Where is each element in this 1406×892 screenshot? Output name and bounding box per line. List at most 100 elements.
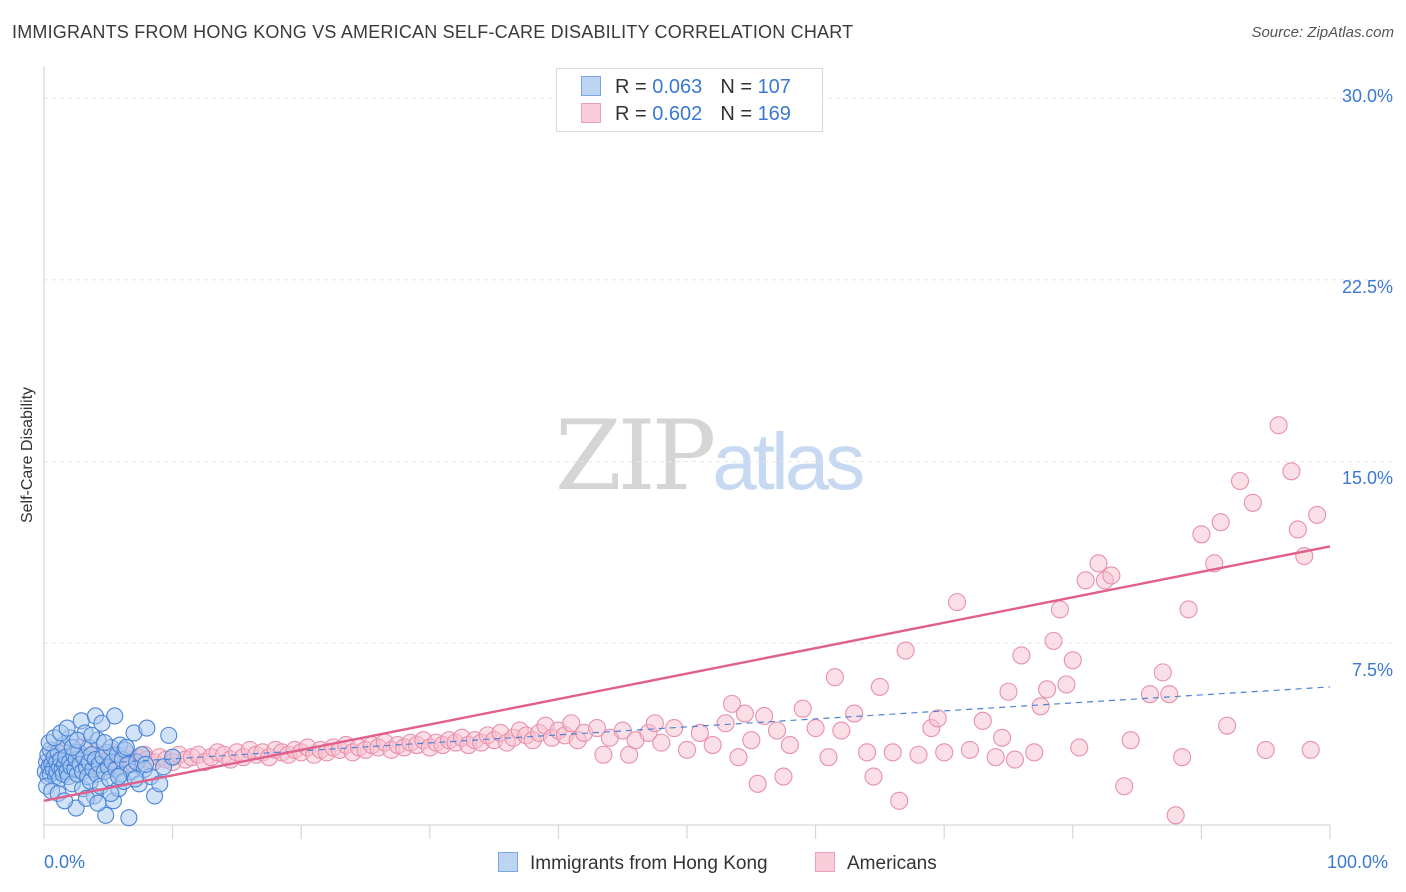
americans-point-140: [973, 711, 992, 730]
americans-point-96: [562, 714, 581, 733]
americans-point-147: [1031, 697, 1050, 716]
americans-point-154: [1076, 571, 1095, 590]
americans-point-134: [909, 745, 928, 764]
americans-point-166: [1192, 525, 1211, 544]
r-value: 0.602: [652, 103, 703, 125]
americans-point-149: [1044, 631, 1063, 650]
hong-kong-point-99: [89, 794, 107, 812]
hong-kong-point-105: [137, 755, 155, 773]
americans-point-128: [857, 743, 877, 762]
americans-point-127: [845, 704, 864, 723]
americans-point-132: [890, 791, 909, 810]
americans-point-153: [1070, 738, 1089, 757]
americans-point-175: [1288, 520, 1307, 539]
americans-point-141: [986, 748, 1005, 767]
americans-point-163: [1166, 806, 1185, 825]
n-value: 169: [757, 103, 791, 125]
x-tick-label-0: 0.0%: [44, 852, 86, 872]
hong-kong-point-100: [95, 734, 113, 752]
americans-point-143: [999, 682, 1018, 701]
americans-point-169: [1218, 716, 1237, 735]
americans-point-159: [1121, 731, 1140, 750]
y-tick-label-7-5: 7.5%: [1351, 660, 1393, 680]
hong-kong-point-103: [117, 738, 135, 757]
n-label: N =: [720, 103, 758, 125]
americans-point-144: [1005, 750, 1024, 769]
americans-point-152: [1063, 651, 1082, 670]
americans-point-126: [832, 721, 851, 740]
hong-kong-point-54: [93, 714, 111, 732]
americans-point-160: [1140, 685, 1160, 704]
americans-point-172: [1256, 740, 1275, 759]
americans-point-171: [1243, 493, 1262, 512]
americans-point-165: [1179, 600, 1198, 619]
watermark-zip: ZIP: [555, 400, 716, 512]
americans-point-106: [645, 714, 664, 733]
americans-point-164: [1173, 748, 1192, 767]
americans-point-124: [819, 748, 838, 767]
y-tick-label-15: 15.0%: [1341, 468, 1393, 488]
americans-point-129: [864, 767, 883, 786]
americans-point-142: [993, 728, 1012, 747]
americans-point-125: [825, 668, 844, 687]
americans-point-117: [748, 774, 767, 793]
hong-kong-point-57: [97, 806, 115, 824]
americans-point-148: [1038, 680, 1057, 699]
hong-kong-point-102: [110, 767, 128, 786]
americans-point-170: [1230, 471, 1250, 491]
hong-kong-point-98: [83, 726, 101, 744]
americans-point-177: [1301, 740, 1320, 759]
americans-point-158: [1115, 777, 1134, 796]
americans-point-151: [1057, 675, 1076, 694]
americans-point-168: [1211, 513, 1230, 532]
hong-kong-point-94: [58, 719, 76, 737]
americans-point-150: [1050, 600, 1069, 619]
americans-point-131: [883, 743, 902, 762]
americans-point-123: [806, 719, 825, 738]
legend-swatch-blue: [581, 76, 601, 96]
americans-point-111: [703, 736, 722, 755]
legend-row-americans: R = 0.602 N = 169: [581, 103, 791, 127]
americans-point-138: [948, 593, 967, 612]
legend-item-hong-kong: Immigrants from Hong Kong: [498, 852, 768, 875]
americans-point-100: [594, 745, 613, 764]
americans-point-118: [755, 706, 774, 726]
correlation-legend: R = 0.063 N = 107 R = 0.602 N = 169: [556, 68, 823, 132]
y-tick-label-30: 30.0%: [1341, 86, 1393, 106]
americans-point-113: [722, 694, 742, 713]
r-value: 0.063: [652, 76, 703, 98]
americans-point-139: [960, 740, 979, 759]
y-tick-label-22-5: 22.5%: [1341, 277, 1393, 297]
hong-kong-point-64: [106, 707, 124, 725]
x-tick-label-100: 100.0%: [1327, 852, 1389, 872]
hong-kong-point-96: [68, 731, 86, 749]
americans-point-174: [1282, 462, 1301, 481]
americans-point-120: [774, 767, 793, 786]
hong-kong-point-81: [138, 719, 156, 737]
americans-point-173: [1269, 416, 1288, 435]
americans-point-115: [735, 704, 754, 723]
americans-point-112: [716, 714, 735, 733]
americans-point-133: [896, 641, 915, 660]
r-label: R =: [615, 76, 653, 98]
hong-kong-trend-line: [43, 686, 1331, 768]
legend-label-hong-kong: Immigrants from Hong Kong: [530, 853, 768, 874]
americans-trend-line: [43, 545, 1331, 802]
americans-point-107: [652, 733, 671, 752]
americans-point-178: [1308, 505, 1327, 524]
n-value: 107: [757, 76, 791, 98]
americans-point-137: [935, 743, 954, 762]
legend-item-americans: Americans: [815, 852, 937, 875]
legend-label-americans: Americans: [847, 853, 937, 874]
americans-point-114: [729, 748, 748, 767]
americans-point-157: [1102, 566, 1121, 585]
r-label: R =: [615, 103, 653, 125]
americans-point-136: [928, 709, 947, 728]
americans-point-130: [870, 677, 889, 696]
americans-point-155: [1089, 554, 1108, 573]
americans-point-109: [677, 740, 697, 759]
chart-title: IMMIGRANTS FROM HONG KONG VS AMERICAN SE…: [12, 22, 854, 42]
americans-point-122: [793, 699, 812, 718]
hong-kong-point-106: [160, 726, 178, 744]
americans-point-99: [587, 719, 607, 738]
